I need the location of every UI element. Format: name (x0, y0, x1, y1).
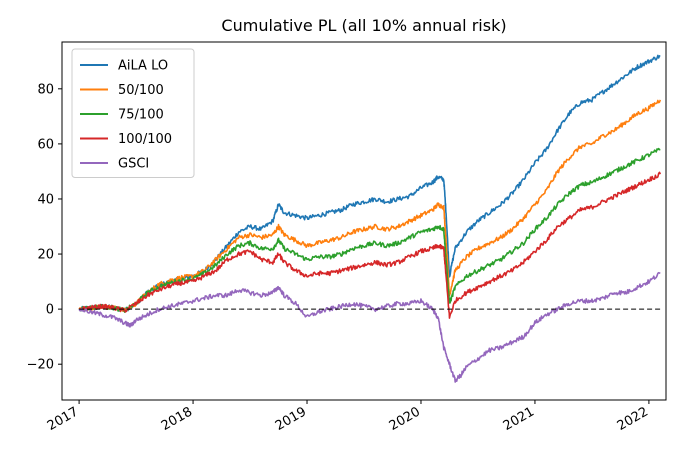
x-tick-label: 2020 (387, 404, 423, 434)
legend-label: GSCI (118, 157, 149, 172)
y-tick-label: −20 (27, 358, 54, 373)
chart-title: Cumulative PL (all 10% annual risk) (221, 16, 506, 35)
y-tick-label: 0 (46, 303, 54, 318)
y-tick-label: 20 (37, 248, 54, 263)
x-tick-label: 2019 (273, 404, 309, 434)
plot-frame (61, 41, 667, 401)
legend-label: 50/100 (118, 83, 164, 98)
y-tick-label: 60 (37, 137, 54, 152)
x-tick-label: 2018 (159, 404, 195, 434)
series-line-100-100 (79, 171, 662, 319)
plot-area (78, 54, 662, 383)
x-tick-label: 2017 (45, 404, 81, 434)
legend-label: 75/100 (118, 108, 164, 123)
legend-box (71, 48, 195, 178)
x-tick-label: 2021 (501, 404, 537, 434)
y-tick-label: 80 (37, 82, 54, 97)
y-tick-label: 40 (37, 192, 54, 207)
series-line-75-100 (78, 147, 661, 313)
legend: AiLA LO 50/100 75/100 100/100 GSCI (71, 48, 195, 178)
legend-label: 100/100 (118, 132, 172, 147)
x-tick-label: 2022 (615, 404, 651, 434)
legend-label: AiLA LO (118, 59, 168, 74)
series-line-gsci (78, 271, 661, 383)
